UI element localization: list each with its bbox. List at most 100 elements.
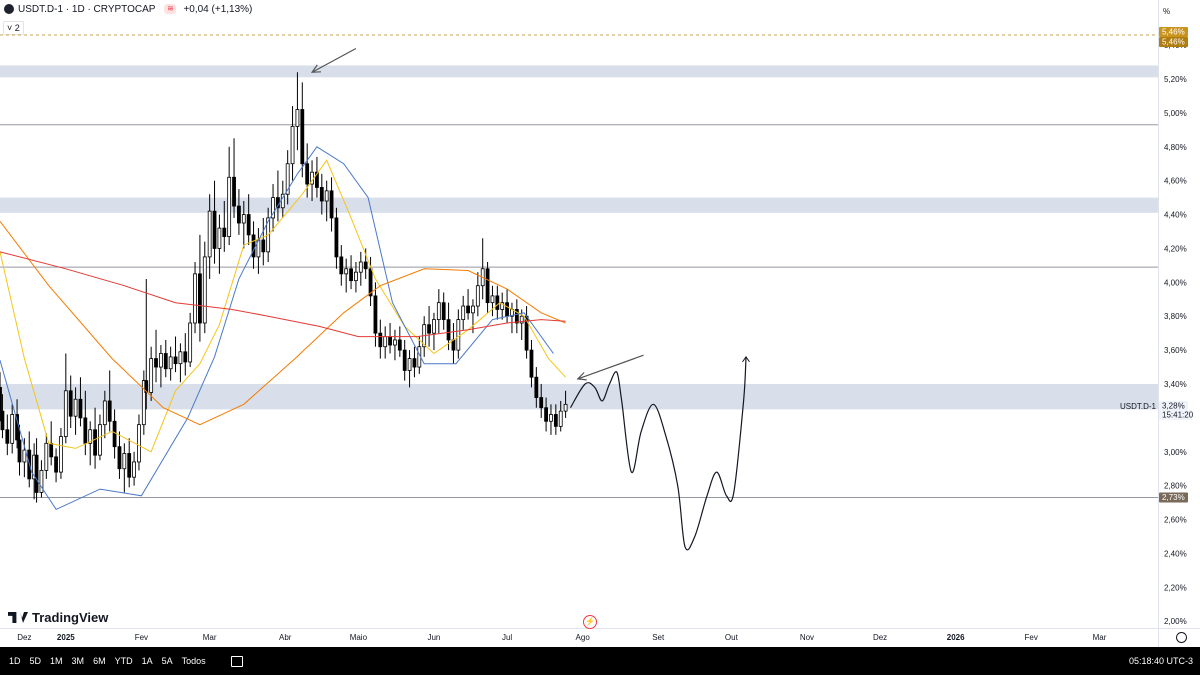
candle-body: [227, 176, 232, 237]
candle-body: [558, 410, 563, 427]
price-tick-label-13: 2,60%: [1164, 516, 1187, 525]
brand-name: TradingView: [32, 610, 109, 625]
candle-body: [461, 305, 466, 321]
time-tick-label-5: Maio: [350, 633, 368, 642]
candle-body: [10, 414, 15, 444]
candle-15: [63, 353, 68, 444]
candle-body: [207, 210, 212, 258]
candle-body: [102, 400, 107, 426]
candle-body: [368, 268, 373, 297]
candle-body: [441, 302, 446, 321]
candle-14: [59, 428, 63, 479]
candle-body: [141, 380, 146, 426]
candle-99: [471, 299, 475, 334]
candle-body: [519, 315, 524, 324]
candle-body: [34, 454, 39, 493]
zone-0: [0, 65, 1158, 78]
candle-body: [549, 414, 553, 422]
candle-108: [514, 299, 519, 334]
projection-arrowhead: [742, 356, 750, 363]
candle-body: [363, 261, 368, 270]
candle-body: [73, 398, 78, 417]
candle-73: [344, 258, 349, 293]
candle-body: [475, 285, 480, 307]
price-tick-label-11: 3,00%: [1164, 448, 1187, 457]
candle-body: [544, 407, 548, 422]
period-button-5a[interactable]: 5A: [161, 656, 173, 666]
countdown-badge-text: 15:41:20: [1162, 411, 1194, 420]
zone-2: [0, 384, 1158, 410]
price-chart[interactable]: %5,40%5,20%5,00%4,80%4,60%4,40%4,20%4,00…: [0, 0, 1200, 647]
period-button-1a[interactable]: 1A: [141, 656, 153, 666]
period-selector: 1D 5D 1M 3M 6M YTD 1A 5A Todos: [9, 656, 215, 666]
symbol-title[interactable]: USDT.D-1 · 1D · CRYPTOCAP: [18, 3, 156, 15]
level-badge-top-2-bg: [1159, 37, 1188, 47]
candle-87: [412, 346, 417, 378]
gear-icon[interactable]: [1176, 632, 1187, 643]
candle-51: [237, 189, 241, 235]
current-price-badge-bg: [1159, 401, 1188, 411]
time-tick-label-8: Ago: [576, 633, 591, 642]
candle-body: [107, 400, 112, 422]
candle-0: [0, 372, 2, 422]
candle-body: [402, 349, 407, 371]
price-tick-label-2: 5,00%: [1164, 109, 1187, 118]
candle-body: [354, 271, 358, 282]
tradingview-logo: TradingView: [8, 610, 108, 625]
candle-36: [163, 339, 168, 378]
flash-icon[interactable]: ⚡: [583, 615, 597, 629]
candle-20: [88, 421, 93, 466]
candle-body: [127, 453, 132, 478]
candle-body: [222, 227, 227, 237]
time-tick-label-14: Fev: [1025, 633, 1038, 642]
period-button-3m[interactable]: 3M: [71, 656, 85, 666]
period-button-todos[interactable]: Todos: [181, 656, 206, 666]
candle-31: [141, 370, 146, 435]
period-button-6m[interactable]: 6M: [93, 656, 106, 666]
time-tick-label-3: Mar: [203, 633, 217, 642]
candle-28: [127, 438, 132, 488]
candle-23: [102, 390, 107, 439]
candle-116: [553, 404, 558, 435]
date-range-icon[interactable]: [230, 655, 243, 667]
countdown-badge: 15:41:20: [1159, 410, 1194, 420]
period-button-1m[interactable]: 1M: [50, 656, 63, 666]
candle-107: [510, 302, 514, 334]
candle-body: [344, 268, 349, 275]
price-tick-label-6: 4,20%: [1164, 244, 1187, 253]
candle-92: [436, 289, 441, 334]
levels-layer: [0, 34, 1158, 499]
candle-body: [383, 336, 388, 348]
candle-100: [475, 272, 480, 317]
moving-average-0: [0, 159, 566, 453]
candle-81: [383, 326, 388, 359]
candle-64: [300, 82, 305, 178]
candle-29: [132, 451, 136, 486]
price-change: +0,04 (+1,13%): [183, 3, 253, 15]
candle-113: [539, 384, 544, 418]
candle-102: [485, 262, 490, 313]
candle-98: [466, 289, 470, 320]
countdown-badge-bg: [1159, 410, 1192, 420]
candle-body: [183, 351, 188, 363]
candle-body: [163, 353, 168, 370]
candle-101: [480, 238, 485, 300]
candle-46: [212, 180, 217, 264]
candle-body: [329, 190, 334, 219]
candle-67: [315, 156, 319, 198]
candle-body: [0, 410, 5, 431]
candle-body: [198, 273, 202, 324]
candle-body: [88, 429, 93, 444]
candle-25: [112, 409, 117, 459]
candle-body: [241, 214, 246, 224]
arrow-shaft: [311, 47, 357, 73]
time-axis: Dez 2025 Fev Mar Abr Maio Jun Jul Ago Set Out Nov De…: [0, 628, 1200, 642]
period-button-ytd[interactable]: YTD: [114, 656, 133, 666]
candle-13: [54, 448, 58, 483]
candle-33: [149, 346, 154, 401]
candle-53: [246, 194, 251, 246]
period-button-1d[interactable]: 1D: [9, 656, 21, 666]
candle-26: [117, 431, 122, 479]
level-badge-top-2-text: 5,46%: [1162, 38, 1185, 47]
period-button-5d[interactable]: 5D: [29, 656, 42, 666]
